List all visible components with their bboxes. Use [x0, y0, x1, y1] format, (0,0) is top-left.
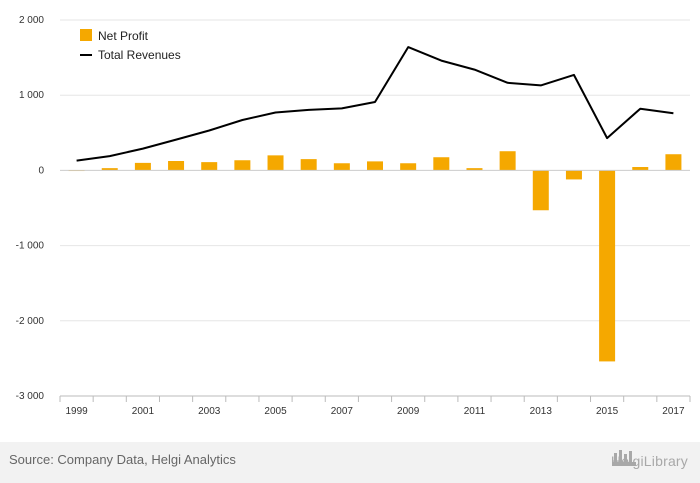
y-tick-label: 1 000 — [19, 90, 44, 101]
bar-net-profit — [367, 161, 383, 171]
bar-net-profit — [234, 160, 251, 171]
bar-net-profit — [599, 170, 616, 362]
y-axis-ticks: 2 000 1 000 0 -1 000 -2 000 -3 000 — [16, 15, 45, 402]
x-tick-label: 2001 — [132, 406, 155, 417]
bar-net-profit — [433, 157, 450, 171]
x-tick-label: 2009 — [397, 406, 420, 417]
bar-net-profit — [101, 168, 118, 171]
bar-net-profit — [665, 154, 682, 171]
bar-net-profit — [168, 161, 185, 171]
bar-net-profit — [201, 162, 218, 171]
legend-label-total-revenues: Total Revenues — [98, 48, 181, 62]
bar-net-profit — [499, 151, 516, 171]
bar-net-profit — [466, 168, 483, 171]
x-tick-label: 2017 — [662, 406, 685, 417]
brand-logo: HelgiLibrary — [611, 448, 688, 474]
line-total-revenues — [76, 46, 674, 162]
x-tick-label: 2007 — [331, 406, 354, 417]
x-tick-label: 1999 — [65, 406, 88, 417]
legend: Net Profit Total Revenues — [80, 29, 181, 62]
x-tick-label: 2003 — [198, 406, 221, 417]
y-tick-label: -2 000 — [16, 316, 45, 327]
bar-net-profit — [300, 159, 317, 171]
y-tick-label: -3 000 — [16, 391, 45, 402]
bar-net-profit — [267, 155, 284, 171]
x-tick-label: 2005 — [264, 406, 287, 417]
y-tick-label: 0 — [38, 165, 44, 176]
zero-line — [60, 169, 690, 397]
x-tick-label: 2011 — [464, 406, 486, 417]
bar-net-profit — [532, 170, 549, 211]
source-text: Source: Company Data, Helgi Analytics — [9, 452, 236, 467]
footer: Source: Company Data, Helgi Analytics He… — [0, 442, 700, 483]
bar-net-profit — [565, 170, 582, 180]
y-tick-label: -1 000 — [16, 241, 45, 252]
x-tick-label: 2015 — [596, 406, 619, 417]
x-axis-ticks: 1999 2001 2003 2005 2007 2009 2011 2013 2015 2017 — [59, 396, 691, 417]
library-icon — [611, 450, 636, 466]
bar-net-profit — [632, 167, 649, 171]
bar-net-profit — [400, 163, 417, 171]
combo-chart: 2 000 1 000 0 -1 000 -2 000 -3 000 1999 2001 20… — [16, 15, 691, 417]
gridlines — [60, 19, 690, 397]
total-revenues-line — [76, 46, 674, 162]
y-tick-label: 2 000 — [19, 15, 44, 26]
x-tick-label: 2013 — [530, 406, 553, 417]
net-profit-bars — [68, 151, 682, 362]
legend-label-net-profit: Net Profit — [98, 29, 149, 43]
bar-net-profit — [333, 163, 350, 171]
bar-net-profit — [134, 162, 151, 171]
legend-swatch-net-profit — [80, 29, 92, 41]
